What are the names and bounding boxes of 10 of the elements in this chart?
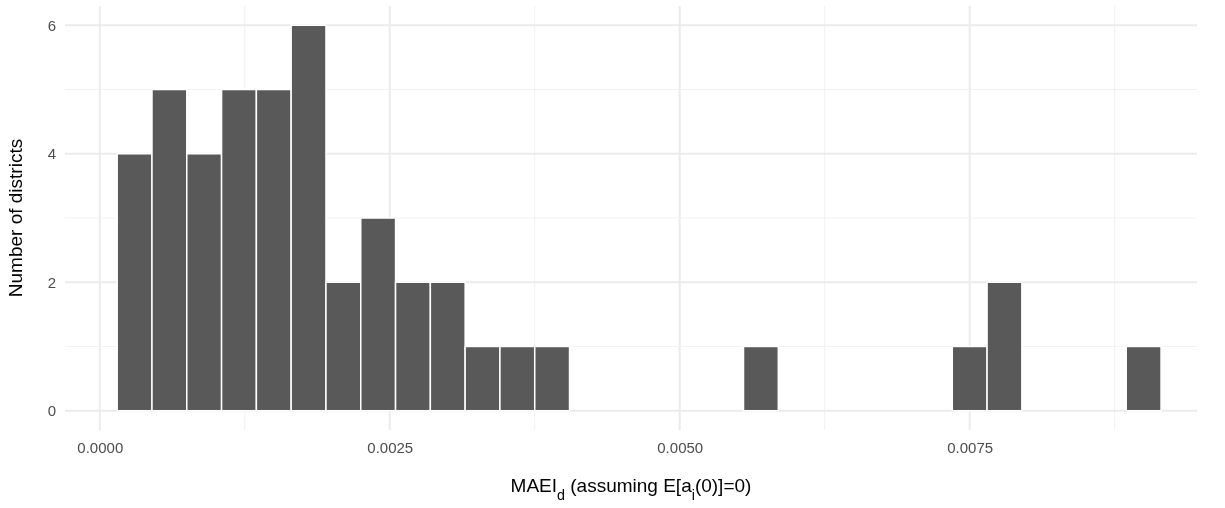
y-tick-label: 4 bbox=[47, 145, 56, 163]
x-tick-label: 0.0000 bbox=[77, 438, 124, 456]
x-tick-label: 0.0050 bbox=[657, 438, 704, 456]
y-axis-title: Number of districts bbox=[5, 138, 26, 298]
x-tick-label: 0.0025 bbox=[367, 438, 414, 456]
x-axis-title: MAEI$_{d}$ (assuming E[a$_{i}$(0)]=0) bbox=[510, 475, 752, 503]
y-tick-label: 2 bbox=[47, 273, 56, 291]
x-tick-label: 0.0075 bbox=[947, 438, 994, 456]
y-tick-label: 6 bbox=[47, 16, 56, 34]
y-tick-label: 0 bbox=[47, 402, 56, 420]
